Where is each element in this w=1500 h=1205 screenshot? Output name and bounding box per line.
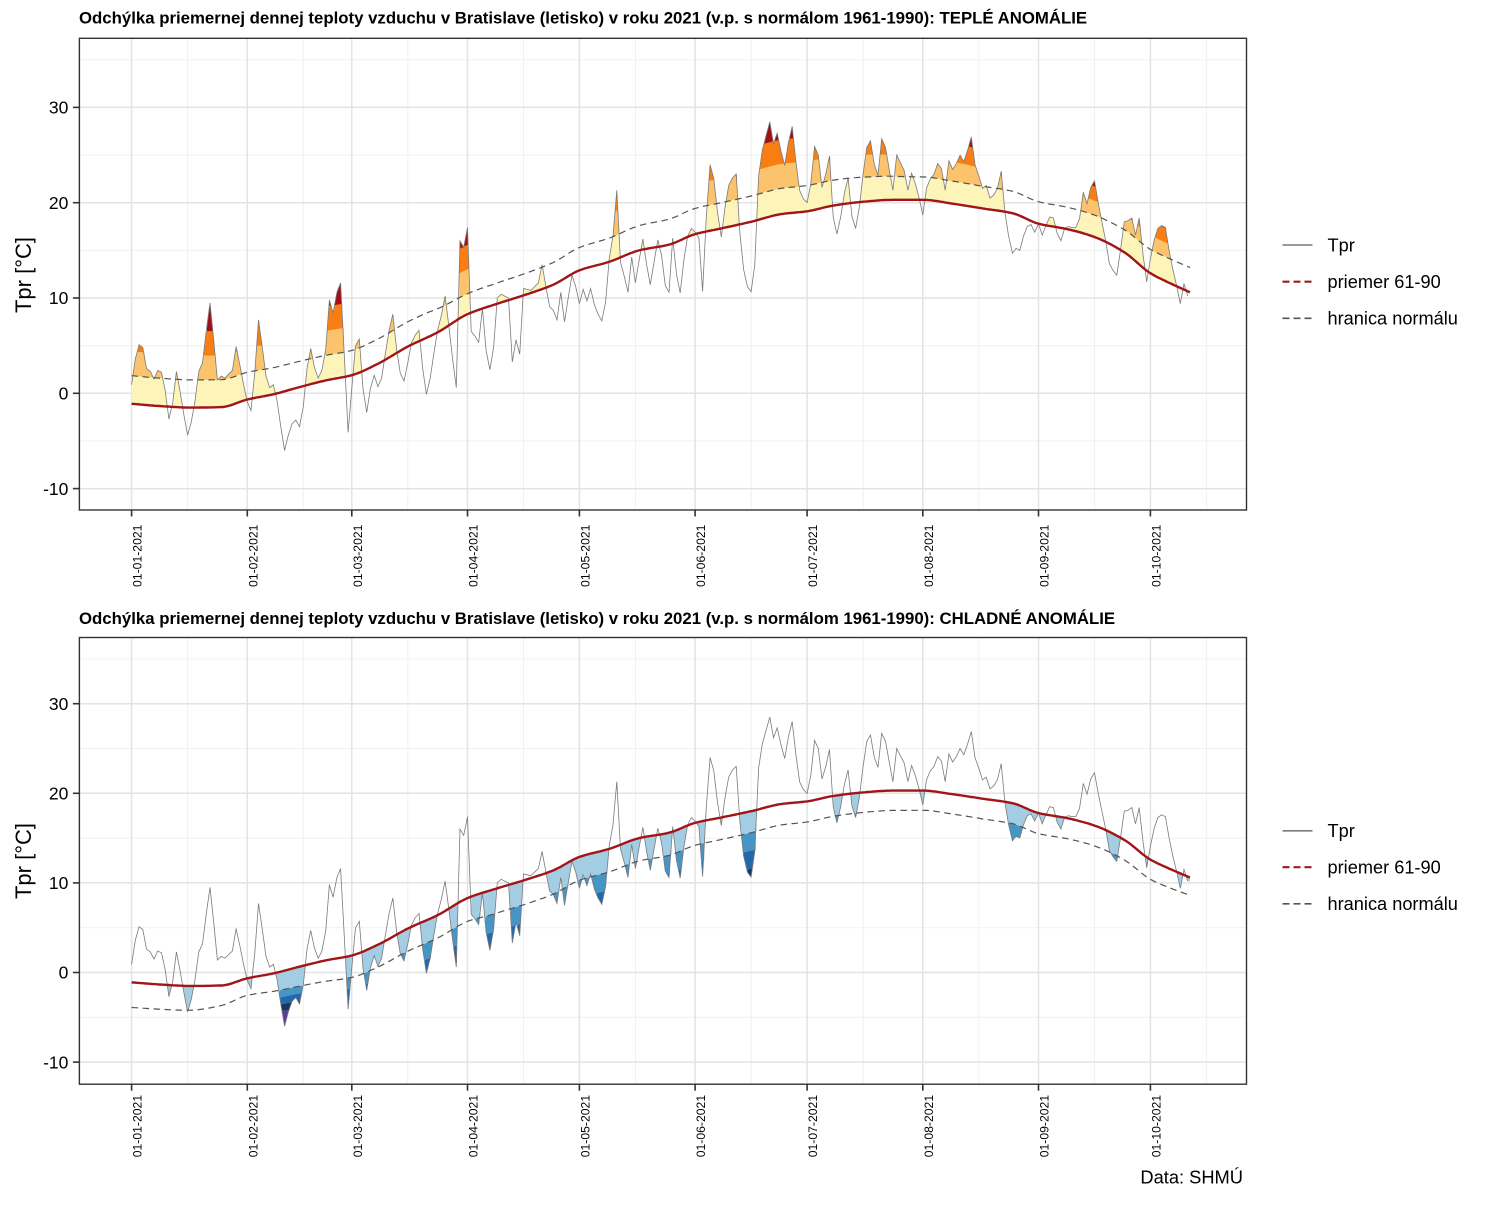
svg-text:01-03-2021: 01-03-2021: [351, 524, 365, 587]
svg-text:01-04-2021: 01-04-2021: [467, 1095, 481, 1158]
svg-text:20: 20: [49, 193, 69, 213]
svg-text:01-02-2021: 01-02-2021: [246, 524, 260, 587]
svg-text:Tpr: Tpr: [1328, 235, 1355, 255]
svg-text:01-01-2021: 01-01-2021: [131, 1095, 145, 1158]
svg-text:-10: -10: [43, 479, 69, 499]
svg-text:priemer 61-90: priemer 61-90: [1328, 858, 1441, 878]
svg-text:01-01-2021: 01-01-2021: [131, 524, 145, 587]
svg-text:01-09-2021: 01-09-2021: [1038, 1095, 1052, 1158]
svg-text:10: 10: [49, 288, 69, 308]
svg-text:10: 10: [49, 873, 69, 893]
svg-text:30: 30: [49, 98, 69, 118]
svg-text:hranica normálu: hranica normálu: [1328, 309, 1458, 329]
svg-text:30: 30: [49, 694, 69, 714]
svg-text:Odchýlka priemernej dennej tep: Odchýlka priemernej dennej teploty vzduc…: [79, 609, 1115, 628]
svg-text:01-10-2021: 01-10-2021: [1149, 524, 1163, 587]
svg-text:01-06-2021: 01-06-2021: [694, 1095, 708, 1158]
svg-text:Tpr [°C]: Tpr [°C]: [11, 823, 36, 899]
svg-text:01-09-2021: 01-09-2021: [1038, 524, 1052, 587]
svg-text:20: 20: [49, 784, 69, 804]
svg-text:01-08-2021: 01-08-2021: [922, 524, 936, 587]
svg-text:Odchýlka priemernej dennej tep: Odchýlka priemernej dennej teploty vzduc…: [79, 9, 1087, 28]
svg-text:-10: -10: [43, 1052, 69, 1072]
svg-text:01-03-2021: 01-03-2021: [351, 1095, 365, 1158]
svg-text:01-02-2021: 01-02-2021: [246, 1095, 260, 1158]
svg-text:0: 0: [59, 384, 69, 404]
svg-text:hranica normálu: hranica normálu: [1328, 894, 1458, 914]
svg-text:0: 0: [59, 963, 69, 983]
svg-text:01-07-2021: 01-07-2021: [806, 524, 820, 587]
svg-text:01-04-2021: 01-04-2021: [467, 524, 481, 587]
svg-text:01-05-2021: 01-05-2021: [578, 1095, 592, 1158]
svg-text:priemer 61-90: priemer 61-90: [1328, 272, 1441, 292]
svg-text:Data: SHMÚ: Data: SHMÚ: [1140, 1167, 1243, 1188]
svg-text:01-07-2021: 01-07-2021: [806, 1095, 820, 1158]
svg-text:01-08-2021: 01-08-2021: [922, 1095, 936, 1158]
svg-text:01-06-2021: 01-06-2021: [694, 524, 708, 587]
svg-text:Tpr [°C]: Tpr [°C]: [11, 237, 36, 313]
svg-text:01-05-2021: 01-05-2021: [578, 524, 592, 587]
svg-text:01-10-2021: 01-10-2021: [1149, 1095, 1163, 1158]
svg-text:Tpr: Tpr: [1328, 821, 1355, 841]
